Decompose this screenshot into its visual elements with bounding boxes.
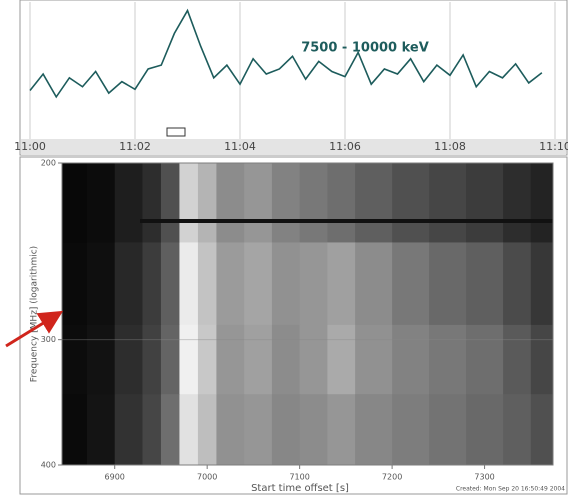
heat-cell	[142, 242, 162, 326]
heat-cell	[160, 163, 180, 243]
heat-cell	[466, 163, 504, 243]
y-tick-label: 400	[41, 461, 56, 470]
heat-cell	[179, 394, 199, 466]
heat-cell	[299, 394, 328, 466]
heat-cell	[271, 394, 301, 466]
heat-cell	[197, 394, 217, 466]
heat-cell	[160, 394, 180, 466]
heat-cell	[299, 324, 328, 395]
heat-cell	[355, 394, 393, 466]
created-note: Created: Mon Sep 20 16:50:49 2004	[456, 486, 565, 493]
heat-cell	[197, 324, 217, 395]
x-tick-label: 6900	[105, 473, 125, 482]
heat-cell	[355, 163, 393, 243]
energy-label: 7500 - 10000 keV	[301, 41, 429, 56]
heat-cell	[530, 394, 554, 466]
heat-cell	[327, 242, 356, 326]
x-tick-label: 11:02	[119, 140, 151, 153]
heat-cell	[429, 242, 467, 326]
heat-cell	[392, 324, 430, 395]
x-tick-label: 11:08	[434, 140, 466, 153]
heat-cell	[244, 163, 273, 243]
heat-cell	[197, 163, 217, 243]
heat-cell	[86, 324, 116, 395]
x-tick-label: 11:10	[539, 140, 568, 153]
heat-cell	[216, 324, 245, 395]
heat-cell	[503, 242, 532, 326]
heat-cell	[429, 324, 467, 395]
heat-cell	[197, 242, 217, 326]
heat-cell	[179, 163, 199, 243]
time-strip	[21, 139, 566, 155]
heat-cell	[114, 242, 143, 326]
heat-cell	[355, 242, 393, 326]
light-curve	[29, 8, 543, 99]
x-tick-label: 11:06	[329, 140, 361, 153]
heat-cell	[299, 163, 328, 243]
heat-cell	[392, 163, 430, 243]
heat-cell	[503, 394, 532, 466]
light-curve-panel: 11:00 11:02 11:04 11:06 11:08 11:10	[14, 2, 568, 153]
heat-cell	[179, 324, 199, 395]
heat-cell	[530, 242, 554, 326]
x-tick-label: 7000	[197, 473, 217, 482]
heat-cell	[392, 394, 430, 466]
heat-cell	[503, 324, 532, 395]
heat-cell	[530, 324, 554, 395]
heat-cell	[114, 324, 143, 395]
x-tick-label: 7200	[382, 473, 402, 482]
x-tick-label: 11:04	[224, 140, 256, 153]
heat-cell	[327, 394, 356, 466]
heat-cell	[355, 324, 393, 395]
heat-cell	[142, 324, 162, 395]
interval-bracket	[166, 127, 186, 137]
heat-cell	[271, 324, 301, 395]
y-tick-label: 200	[41, 159, 56, 168]
heat-cell	[299, 242, 328, 326]
heat-cell	[466, 242, 504, 326]
heat-cell	[466, 394, 504, 466]
heat-cell	[216, 163, 245, 243]
heat-cell	[62, 242, 88, 326]
spectrogram-panel: 6900 7000 7100 7200 7300 200 300 400 Start time …	[30, 159, 566, 495]
heat-cell	[179, 242, 199, 326]
heat-cell	[62, 324, 88, 395]
plot-area	[29, 8, 543, 99]
heat-cell	[429, 394, 467, 466]
heat-cell	[160, 242, 180, 326]
x-axis-label: Start time offset [s]	[251, 483, 349, 494]
heat-cell	[114, 163, 143, 243]
heat-cell	[503, 163, 532, 243]
heat-cell	[86, 163, 116, 243]
heat-cell	[86, 242, 116, 326]
x-tick-label: 7300	[474, 473, 494, 482]
heat-cell	[392, 242, 430, 326]
heat-cell	[62, 163, 88, 243]
heat-cell	[271, 242, 301, 326]
heat-cell	[327, 163, 356, 243]
heat-cell	[244, 394, 273, 466]
heat-cell	[466, 324, 504, 395]
x-tick-label: 7100	[289, 473, 309, 482]
x-tick-label: 11:00	[14, 140, 46, 153]
heat-cell	[216, 242, 245, 326]
heat-cell	[216, 394, 245, 466]
heat-cell	[160, 324, 180, 395]
y-tick-label: 300	[41, 335, 56, 344]
top-frame	[19, 0, 568, 156]
heat-cell	[114, 394, 143, 466]
red-arrow	[5, 310, 64, 348]
heat-cell	[142, 394, 162, 466]
y-axis-label: Frequency [MHz] (logarithmic)	[30, 246, 40, 382]
heat-cell	[142, 163, 162, 243]
heat-cell	[244, 324, 273, 395]
heat-cell	[244, 242, 273, 326]
heat-cell	[271, 163, 301, 243]
heat-cell	[530, 163, 554, 243]
heat-cell	[62, 394, 88, 466]
heat-cell	[429, 163, 467, 243]
heat-cell	[86, 394, 116, 466]
heat-cell	[327, 324, 356, 395]
